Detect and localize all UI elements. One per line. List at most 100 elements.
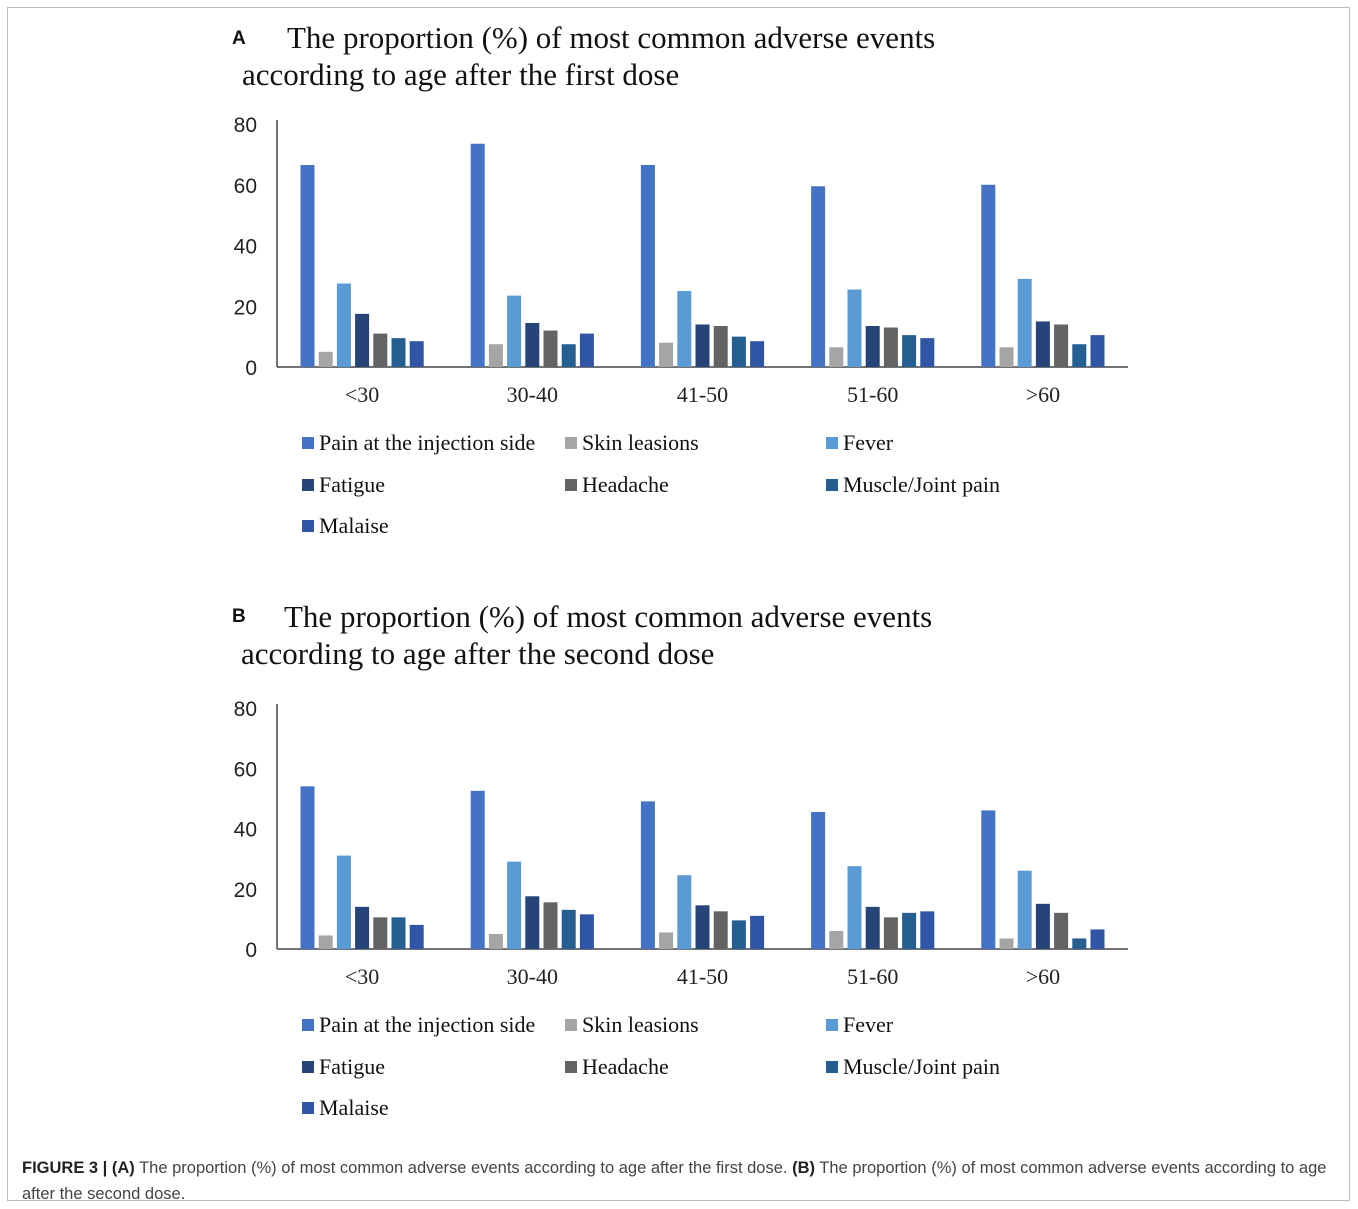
chart-a-x-tick-label: 41-50 (677, 382, 728, 407)
chart-a-bar (1090, 335, 1105, 367)
chart-b-x-tick-label: 51-60 (847, 964, 898, 989)
chart-a-bar (409, 341, 424, 367)
chart-a-bar (981, 184, 996, 367)
chart-a-bar (470, 143, 485, 367)
chart-b-y-tick-label: 60 (234, 758, 257, 781)
chart-a-x-tick-label: 30-40 (507, 382, 558, 407)
chart-b-x-tick-label: >60 (1026, 964, 1060, 989)
legend-swatch (565, 1060, 577, 1073)
chart-a-y-tick-label: 40 (234, 236, 257, 259)
legend-swatch (826, 478, 838, 491)
chart-b-legend-item: Fever (826, 1012, 893, 1038)
chart-b-bar (391, 917, 406, 949)
chart-a-legend-item: Headache (565, 472, 669, 498)
chart-b-bar (713, 911, 728, 949)
chart-a-x-tick-label: <30 (345, 382, 379, 407)
chart-b-bar (336, 855, 351, 949)
legend-swatch (302, 1019, 314, 1031)
chart-b-bar (731, 920, 746, 949)
chart-a-bar (318, 351, 333, 367)
chart-a-bar (525, 322, 540, 367)
legend-swatch (565, 478, 577, 491)
legend-label: Malaise (319, 1095, 389, 1120)
chart-b-bar (865, 906, 880, 949)
chart-a-bar (847, 289, 862, 367)
chart-a-legend-item: Muscle/Joint pain (826, 472, 1000, 498)
figure-frame (7, 7, 1350, 1201)
legend-label: Headache (582, 471, 669, 497)
legend-label: Fatigue (319, 1053, 385, 1079)
chart-a-x-tick-label: >60 (1026, 382, 1060, 407)
legend-label: Pain at the injection side (319, 430, 536, 455)
panel-letter-b: B (232, 606, 246, 627)
chart-a-bar (579, 333, 594, 367)
legend-label: Skin leasions (582, 1012, 699, 1037)
chart-a-bar (829, 347, 844, 367)
chart-a-bar (1035, 321, 1050, 367)
chart-b-bar (677, 875, 692, 949)
chart-b-bar (902, 912, 917, 949)
legend-label: Pain at the injection side (319, 1012, 536, 1037)
chart-a-bar (355, 313, 370, 367)
chart-b-y-tick-label: 80 (234, 698, 257, 721)
chart-a-y-tick-label: 60 (234, 175, 257, 198)
chart-a-bar (300, 165, 315, 367)
chart-b-bar (488, 933, 503, 949)
chart-b-bar (695, 905, 710, 949)
chart-a-legend-item: Fever (826, 430, 893, 456)
chart-a-bar (677, 291, 692, 367)
chart-b-legend-item: Headache (565, 1054, 669, 1080)
chart-b-legend-item: Malaise (302, 1095, 389, 1121)
legend-swatch (826, 1060, 838, 1073)
chart-b-bar (373, 917, 388, 949)
chart-b-bar (470, 790, 485, 949)
chart-b: 0 20 40 60 80 <30 30-40 41-50 51-60 >60 (234, 698, 1128, 989)
legend-swatch (826, 1019, 838, 1031)
legend-swatch (302, 437, 314, 449)
chart-b-bar (507, 861, 522, 949)
chart-a-bar (750, 341, 765, 367)
chart-b-bar (1017, 870, 1032, 949)
chart-a-y-tick-label: 80 (234, 114, 257, 137)
chart-a-bar (902, 335, 917, 367)
chart-b-y-tick-label: 20 (234, 879, 257, 902)
figure-caption: FIGURE 3 | (A) The proportion (%) of mos… (22, 1155, 1332, 1207)
legend-label: Malaise (319, 513, 389, 538)
chart-a-title-line-2: according to age after the first dose (242, 57, 680, 92)
legend-label: Skin leasions (582, 430, 699, 455)
legend-swatch (565, 1019, 577, 1031)
chart-b-legend-item: Skin leasions (565, 1012, 699, 1038)
chart-a-bar (883, 327, 898, 367)
chart-a-bar (391, 338, 406, 367)
chart-a-title-line-1: The proportion (%) of most common advers… (287, 20, 936, 55)
chart-a-bar (561, 344, 576, 367)
chart-b-bar (525, 896, 540, 949)
chart-a-bar (920, 338, 935, 367)
chart-b-bar (1090, 929, 1105, 949)
chart-a-y-tick-label: 0 (245, 357, 257, 380)
legend-swatch (302, 520, 314, 532)
chart-a-legend-item: Fatigue (302, 472, 385, 498)
legend-label: Headache (582, 1053, 669, 1079)
panel-letter-a: A (232, 28, 246, 49)
legend-label: Fever (843, 1012, 894, 1037)
chart-a-legend-item: Skin leasions (565, 430, 699, 456)
chart-a-legend-item: Malaise (302, 513, 389, 539)
caption-b-label: (B) (792, 1159, 815, 1177)
caption-b-text: The proportion (%) of most common advers… (22, 1159, 1327, 1203)
chart-b-bar (883, 917, 898, 949)
chart-b-bar (1072, 938, 1087, 949)
chart-a-bar (713, 325, 728, 367)
chart-a-bar (811, 186, 826, 367)
chart-b-bar (579, 914, 594, 949)
chart-b-bar (847, 866, 862, 949)
chart-b-title-line-1: The proportion (%) of most common advers… (284, 599, 933, 634)
chart-b-y-tick-label: 0 (245, 939, 257, 962)
chart-a-bar (507, 295, 522, 367)
chart-a-bar (731, 336, 746, 367)
legend-label: Muscle/Joint pain (843, 471, 1001, 497)
chart-b-x-tick-label: <30 (345, 964, 379, 989)
chart-a-bar (336, 283, 351, 367)
caption-a-label: (A) (111, 1159, 135, 1177)
chart-a-x-tick-label: 51-60 (847, 382, 898, 407)
